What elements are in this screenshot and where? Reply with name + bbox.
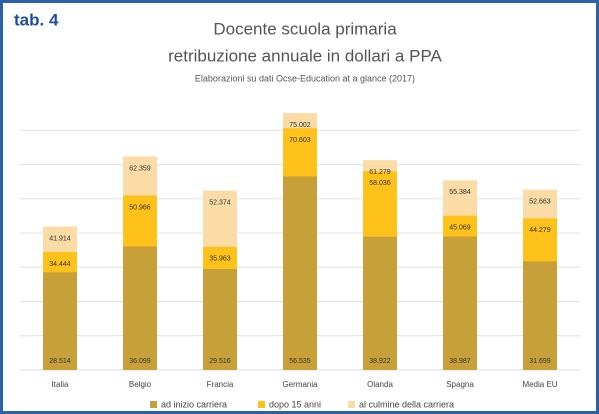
chart-title: retribuzione annuale in dollari a PPA [168, 46, 442, 65]
legend-swatch [150, 401, 157, 408]
value-label: 61.279 [369, 169, 391, 176]
x-tick-label: Media EU [522, 380, 557, 389]
value-label: 56.535 [289, 358, 311, 365]
value-label: 38.922 [369, 358, 391, 365]
value-label: 31.699 [529, 358, 551, 365]
bar [123, 246, 157, 370]
x-tick-label: Spagna [446, 380, 474, 389]
bar [43, 272, 77, 370]
value-label: 28.514 [49, 358, 71, 365]
value-label: 45.069 [449, 224, 471, 231]
bar [443, 236, 477, 370]
value-label: 52.663 [529, 198, 551, 205]
value-label: 50.966 [129, 204, 151, 211]
x-tick-label: Belgio [129, 380, 152, 389]
x-tick-label: Olanda [367, 380, 393, 389]
value-label: 34.444 [49, 261, 71, 268]
bar [283, 176, 317, 370]
value-label: 70.603 [289, 137, 311, 144]
legend-label: ad inizio carriera [161, 399, 227, 409]
x-tick-label: Germania [282, 380, 318, 389]
bar [203, 268, 237, 370]
value-label: 44.279 [529, 227, 551, 234]
value-label: 58.036 [369, 180, 391, 187]
value-label: 38.987 [449, 358, 471, 365]
value-label: 75.002 [289, 122, 311, 129]
chart-title: Docente scuola primaria [213, 19, 397, 38]
x-tick-label: Francia [207, 380, 234, 389]
legend-swatch [348, 401, 355, 408]
value-label: 41.914 [49, 235, 71, 242]
value-label: 35.963 [209, 256, 231, 263]
value-label: 52.374 [209, 199, 231, 206]
value-label: 29.516 [209, 358, 231, 365]
legend-label: al culmine della carriera [359, 399, 454, 409]
x-tick-label: Italia [52, 380, 69, 389]
legend-swatch [258, 401, 265, 408]
bar [363, 236, 397, 370]
value-label: 55.384 [449, 189, 471, 196]
tag: tab. 4 [14, 10, 59, 29]
chart-subtitle: Elaborazioni su dati Ocse-Education at a… [195, 73, 415, 83]
bar [523, 261, 557, 370]
value-label: 62.359 [129, 165, 151, 172]
legend-label: dopo 15 anni [269, 399, 321, 409]
value-label: 36.099 [129, 358, 151, 365]
